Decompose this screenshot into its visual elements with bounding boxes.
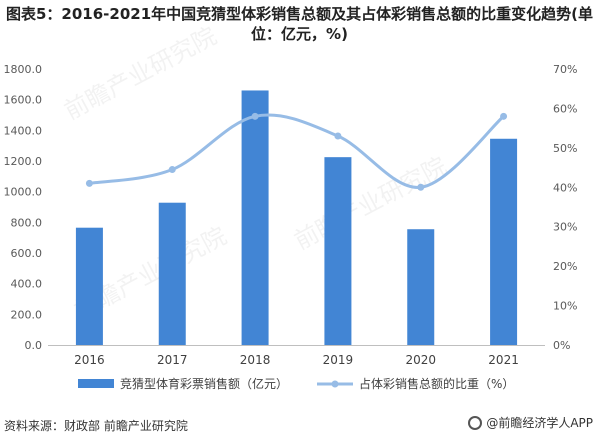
x-tick-label: 2019 [323,353,354,367]
y-left-tick-label: 1200.0 [4,155,43,168]
y-left-tick-label: 200.0 [11,308,43,321]
bar [324,157,352,345]
y-left-tick-label: 1800.0 [4,63,43,76]
brand-text: @前瞻经济学人APP [486,416,593,430]
ratio-point [500,112,508,120]
x-tick-label: 2016 [74,353,105,367]
legend-swatch-point [331,380,339,388]
legend-swatch-bar [78,379,114,388]
x-tick-label: 2018 [240,353,271,367]
ratio-point [251,112,259,120]
y-right-tick-label: 70% [553,63,577,76]
x-tick-label: 2021 [488,353,519,367]
y-right-tick-label: 40% [553,181,577,194]
y-left-tick-label: 600.0 [11,247,43,260]
source-note: 资料来源：财政部 前瞻产业研究院 [4,419,188,433]
y-left-tick-label: 1600.0 [4,94,43,107]
ratio-line [89,113,505,189]
y-right-tick-label: 30% [553,221,577,234]
brand-logo-icon [468,415,483,430]
watermark-text: 前瞻产业研究院 [60,22,221,126]
legend-label-bar: 竞猜型体育彩票销售额（亿元） [120,376,288,391]
x-tick-label: 2020 [405,353,436,367]
ratio-point [85,179,93,187]
y-left-tick-label: 400.0 [11,278,43,291]
ratio-point [334,132,342,140]
y-right-tick-label: 0% [553,339,570,352]
y-left-tick-label: 800.0 [11,216,43,229]
y-left-tick-label: 1400.0 [4,124,43,137]
y-left-tick-label: 0.0 [25,339,43,352]
bar [241,90,269,345]
y-right-tick-label: 10% [553,300,577,313]
bar [158,202,186,345]
y-left-tick-label: 1000.0 [4,186,43,199]
y-right-tick-label: 60% [553,102,577,115]
ratio-point [417,183,425,191]
bar [490,138,518,345]
ratio-point [168,166,176,174]
bar [407,229,435,345]
legend-label-line: 占体彩销售总额的比重（%） [359,376,514,391]
y-right-tick-label: 20% [553,260,577,273]
bar [75,227,103,345]
y-right-tick-label: 50% [553,142,577,155]
chart-title: 图表5：2016-2021年中国竞猜型体彩销售总额及其占体彩销售总额的比重变化趋… [5,5,594,43]
x-tick-label: 2017 [157,353,188,367]
brand-credit: @前瞻经济学人APP [468,414,593,431]
